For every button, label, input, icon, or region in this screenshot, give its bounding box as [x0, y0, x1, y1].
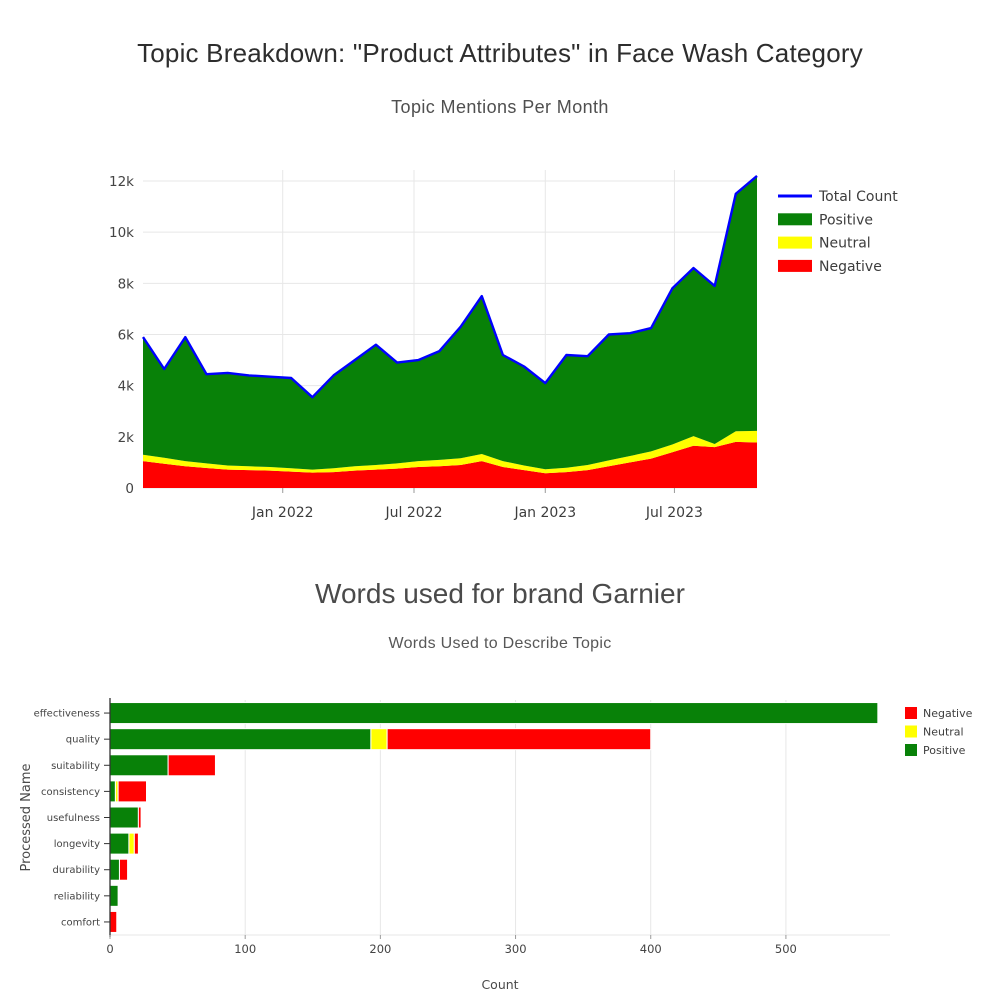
- legend-bar-swatch: [778, 236, 812, 249]
- mentions-y-tick-label: 2k: [118, 430, 135, 446]
- bar-segment-positive[interactable]: [109, 832, 130, 855]
- bar-row-usefulness: usefulness: [47, 806, 142, 829]
- bar-segment-positive[interactable]: [109, 806, 139, 829]
- mentions-chart-title: Topic Mentions Per Month: [391, 97, 609, 117]
- mentions-x-tick-label: Jul 2022: [385, 505, 443, 521]
- words-x-tick-label: 100: [234, 942, 256, 956]
- bar-segment-positive[interactable]: [109, 728, 372, 751]
- legend-square-swatch: [905, 744, 917, 756]
- words-x-tick-label: 200: [369, 942, 391, 956]
- bar-row-reliability: reliability: [54, 884, 119, 907]
- words-chart-title: Words Used to Describe Topic: [388, 635, 612, 652]
- bar-segment-positive[interactable]: [109, 858, 120, 881]
- words-y-tick-label: usefulness: [47, 813, 100, 824]
- mentions-y-tick-label: 12k: [109, 174, 134, 190]
- bar-row-longevity: longevity: [54, 832, 139, 855]
- words-y-tick-label: comfort: [61, 917, 100, 928]
- words-x-tick-label: 300: [505, 942, 527, 956]
- words-x-tick-label: 400: [640, 942, 662, 956]
- mentions-positive-area[interactable]: [143, 175, 757, 470]
- bar-segment-negative[interactable]: [386, 728, 652, 751]
- bar-segment-negative[interactable]: [109, 910, 118, 933]
- mentions-total-line[interactable]: [142, 174, 758, 399]
- words-y-tick-label: reliability: [54, 891, 100, 902]
- bar-row-consistency: consistency: [41, 780, 147, 803]
- words-legend: Negative Neutral Positive: [905, 707, 973, 757]
- bar-segment-positive[interactable]: [109, 884, 119, 907]
- legend-item-neutral[interactable]: Neutral: [905, 725, 964, 739]
- words-bars: effectiveness quality suitability consisten…: [34, 702, 879, 933]
- legend-label: Positive: [819, 212, 873, 228]
- words-y-axis-title: Processed Name: [19, 763, 34, 871]
- mentions-legend: Total Count Positive Neutral Negative: [778, 189, 898, 275]
- mentions-x-tick-label: Jan 2022: [251, 505, 314, 521]
- words-x-tick-label: 0: [106, 942, 113, 956]
- legend-bar-swatch: [778, 213, 812, 226]
- bar-segment-negative[interactable]: [118, 858, 129, 881]
- legend-label: Negative: [819, 259, 882, 275]
- legend-label: Positive: [923, 744, 966, 757]
- words-y-tick-label: consistency: [41, 787, 100, 798]
- legend-item-positive[interactable]: Positive: [778, 212, 873, 228]
- bar-row-comfort: comfort: [61, 910, 118, 933]
- bar-segment-neutral[interactable]: [128, 832, 135, 855]
- bar-segment-positive[interactable]: [109, 754, 169, 777]
- mentions-y-tick-label: 8k: [118, 276, 135, 292]
- bar-segment-positive[interactable]: [109, 780, 116, 803]
- mentions-neutral-area[interactable]: [143, 430, 757, 474]
- legend-square-swatch: [905, 725, 917, 738]
- legend-item-negative[interactable]: Negative: [778, 259, 882, 275]
- page-title: Topic Breakdown: "Product Attributes" in…: [137, 38, 863, 68]
- bar-row-quality: quality: [66, 728, 652, 751]
- words-y-tick-label: suitability: [51, 761, 100, 772]
- legend-label: Neutral: [923, 726, 964, 739]
- legend-item-neutral[interactable]: Neutral: [778, 236, 871, 252]
- bar-segment-positive[interactable]: [109, 702, 879, 725]
- bar-row-effectiveness: effectiveness: [34, 702, 879, 725]
- legend-bar-swatch: [778, 259, 812, 272]
- bar-row-durability: durability: [53, 858, 129, 881]
- mentions-negative-area[interactable]: [143, 441, 757, 488]
- mentions-y-tick-label: 10k: [109, 225, 134, 241]
- mentions-x-axis: Jan 2022 Jul 2022 Jan 2023 Jul 2023: [251, 488, 703, 521]
- legend-item-positive[interactable]: Positive: [905, 744, 966, 757]
- bar-segment-negative[interactable]: [133, 832, 139, 855]
- mentions-y-tick-label: 6k: [118, 328, 135, 344]
- mentions-y-tick-label: 4k: [118, 379, 135, 395]
- words-x-tick-label: 500: [775, 942, 797, 956]
- legend-square-swatch: [905, 707, 917, 719]
- words-x-axis-title: Count: [481, 977, 518, 992]
- legend-item-negative[interactable]: Negative: [905, 707, 973, 720]
- words-y-tick-label: durability: [53, 865, 101, 876]
- mentions-y-axis: 0 2k 4k 6k 8k 10k 12k: [109, 174, 134, 497]
- mentions-x-tick-label: Jan 2023: [513, 505, 576, 521]
- words-y-tick-label: effectiveness: [34, 709, 100, 720]
- legend-label: Neutral: [819, 236, 871, 252]
- legend-item-total-count[interactable]: Total Count: [778, 189, 898, 205]
- brand-section-title: Words used for brand Garnier: [315, 578, 685, 609]
- mentions-y-tick-label: 0: [125, 481, 134, 497]
- legend-label: Negative: [923, 707, 973, 720]
- bar-segment-negative[interactable]: [137, 806, 142, 829]
- bar-row-suitability: suitability: [51, 754, 216, 777]
- words-y-tick-label: quality: [66, 735, 100, 746]
- mentions-x-tick-label: Jul 2023: [645, 505, 703, 521]
- legend-label: Total Count: [818, 189, 898, 205]
- bar-segment-negative[interactable]: [167, 754, 216, 777]
- bar-segment-neutral[interactable]: [370, 728, 388, 751]
- words-x-axis: 0 100 200 300 400 500: [106, 935, 797, 956]
- words-y-tick-label: longevity: [54, 839, 100, 850]
- bar-segment-negative[interactable]: [117, 780, 147, 803]
